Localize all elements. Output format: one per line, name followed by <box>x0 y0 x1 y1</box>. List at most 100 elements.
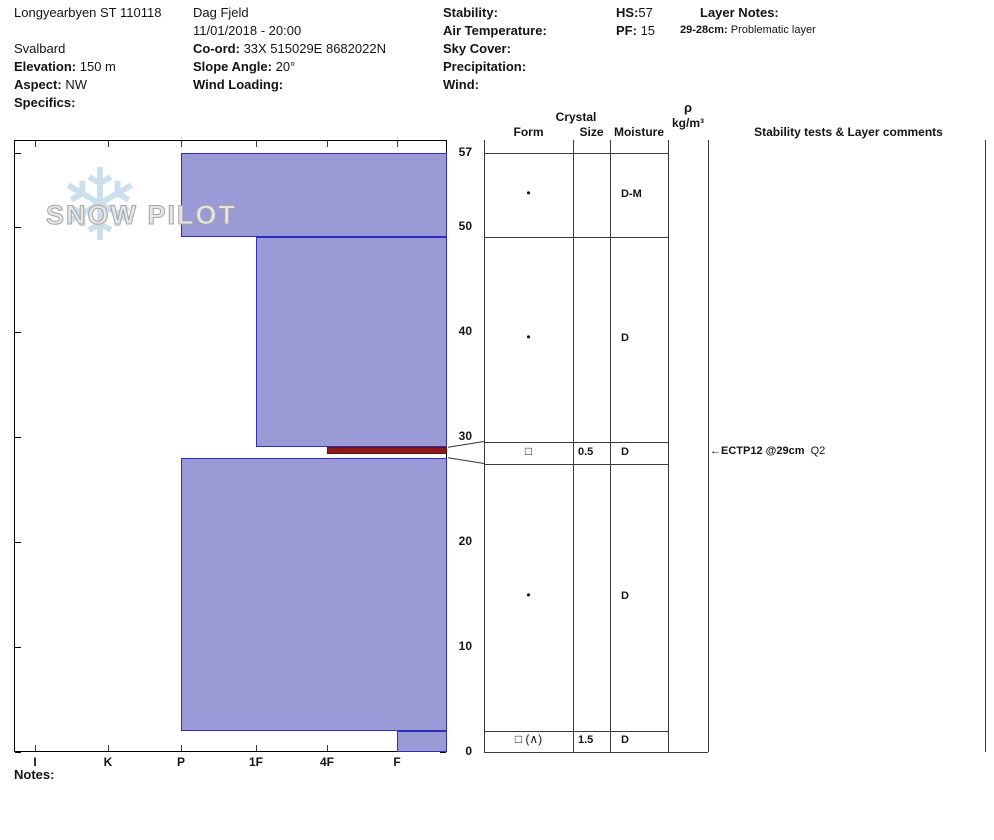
axis-tick-icon <box>15 227 21 228</box>
crystal-header: Crystal <box>555 110 597 124</box>
moisture-value: D <box>621 445 629 458</box>
layer-note: 29-28cm: Problematic layer <box>680 24 816 36</box>
aspect-label: Aspect: <box>14 77 62 92</box>
pf-value: 15 <box>640 23 656 38</box>
density-symbol-header: ρ <box>683 100 693 115</box>
axis-tick-icon <box>181 745 182 751</box>
coord-label: Co-ord: <box>193 41 240 56</box>
snow-layer-bar <box>397 730 447 752</box>
layer-note-text: Problematic layer <box>730 24 816 36</box>
table-row-line <box>484 731 668 732</box>
left-arrow-icon: ← <box>710 444 721 457</box>
moisture-value: D <box>621 590 629 603</box>
aspect-value: NW <box>65 77 87 92</box>
axis-tick-icon <box>35 141 36 147</box>
snow-layer-bar <box>327 447 447 454</box>
axis-tick-icon <box>15 752 21 753</box>
snow-layer-bar <box>181 457 447 731</box>
density-units-header: kg/m³ <box>671 116 704 130</box>
table-column-line <box>708 140 709 752</box>
wind-loading-label: Wind Loading: <box>193 77 284 92</box>
depth-label: 30 <box>458 429 472 443</box>
air-temp-label: Air Temperature: <box>443 23 547 38</box>
form-header: Form <box>513 125 544 139</box>
specifics-label: Specifics: <box>14 95 76 110</box>
coord-row: Co-ord: 33X 515029E 8682022N <box>193 41 386 56</box>
moisture-value: D <box>621 734 629 747</box>
region: Svalbard <box>14 41 66 56</box>
axis-tick-icon <box>108 745 109 751</box>
axis-tick-icon <box>256 745 257 751</box>
size-header: Size <box>579 125 604 139</box>
layer-note-depth: 29-28cm: <box>680 24 728 36</box>
table-row-line <box>484 153 668 154</box>
table-column-line <box>484 140 485 752</box>
depth-label: 10 <box>458 639 472 653</box>
grain-form-symbol: □ <box>524 443 533 458</box>
grain-size-value: 0.5 <box>578 445 594 458</box>
table-column-line <box>668 140 669 752</box>
pit-name: Longyearbyen ST 110118 <box>14 5 162 20</box>
elevation-row: Elevation: 150 m <box>14 59 116 74</box>
hardness-label: 4F <box>319 755 334 769</box>
table-row-line <box>484 752 668 753</box>
depth-label: 40 <box>458 324 472 338</box>
axis-tick-icon <box>15 153 21 154</box>
grain-form-symbol: • <box>526 330 531 345</box>
depth-label: 20 <box>458 534 472 548</box>
datetime: 11/01/2018 - 20:00 <box>193 23 302 38</box>
table-row-line <box>484 464 668 465</box>
snow-layer-bar <box>256 237 447 448</box>
axis-tick-icon <box>15 542 21 543</box>
grain-size-value: 1.5 <box>578 734 594 747</box>
elevation-label: Elevation: <box>14 59 77 74</box>
hardness-label: K <box>103 755 113 769</box>
elevation-value: 150 m <box>79 59 116 74</box>
hardness-label: 1F <box>248 755 263 769</box>
coord-value: 33X 515029E 8682022N <box>243 41 386 56</box>
axis-tick-icon <box>15 647 21 648</box>
hardness-label: I <box>33 755 37 769</box>
grain-form-symbol: • <box>526 186 531 201</box>
table-column-line <box>573 140 574 752</box>
layer-notes-label: Layer Notes: <box>700 5 779 20</box>
table-column-line <box>610 140 611 752</box>
table-row-line <box>484 237 668 238</box>
pf-label: PF: <box>616 23 637 38</box>
moisture-header: Moisture <box>613 125 664 139</box>
moisture-value: D-M <box>621 188 642 201</box>
notes-label: Notes: <box>14 767 55 782</box>
snow-layer-bar <box>181 153 447 238</box>
hs-label: HS: <box>616 5 639 20</box>
axis-tick-icon <box>35 745 36 751</box>
axis-tick-icon <box>327 745 328 751</box>
hardness-label: F <box>393 755 401 769</box>
axis-tick-icon <box>440 752 446 753</box>
depth-label: 50 <box>458 219 472 233</box>
wind-label: Wind: <box>443 77 479 92</box>
snowflake-icon: ❄ <box>58 150 142 262</box>
depth-label: 57 <box>458 145 472 159</box>
aspect-row: Aspect: NW <box>14 77 87 92</box>
pf-row: PF: 15 <box>616 23 655 38</box>
stability-label: Stability: <box>443 5 498 20</box>
precipitation-label: Precipitation: <box>443 59 527 74</box>
sky-cover-label: Sky Cover: <box>443 41 511 56</box>
table-column-line <box>985 140 986 752</box>
shear-quality: Q2 <box>804 444 826 457</box>
comments-header: Stability tests & Layer comments <box>754 125 943 139</box>
hs-value: 57 <box>638 5 653 20</box>
table-row-line <box>668 752 708 753</box>
stability-test-result: ECTP12 @29cm <box>721 444 805 457</box>
hardness-label: P <box>176 755 185 769</box>
depth-label: 0 <box>465 744 472 758</box>
axis-tick-icon <box>108 141 109 147</box>
stability-test: ←ECTP12 @29cm Q2 <box>710 445 825 457</box>
axis-tick-icon <box>15 437 21 438</box>
axis-tick-icon <box>15 332 21 333</box>
snowpilot-watermark: SNOW PILOT <box>46 200 237 231</box>
slope-angle-label: Slope Angle: <box>193 59 272 74</box>
axis-tick-icon <box>397 141 398 147</box>
axis-tick-icon <box>181 141 182 147</box>
